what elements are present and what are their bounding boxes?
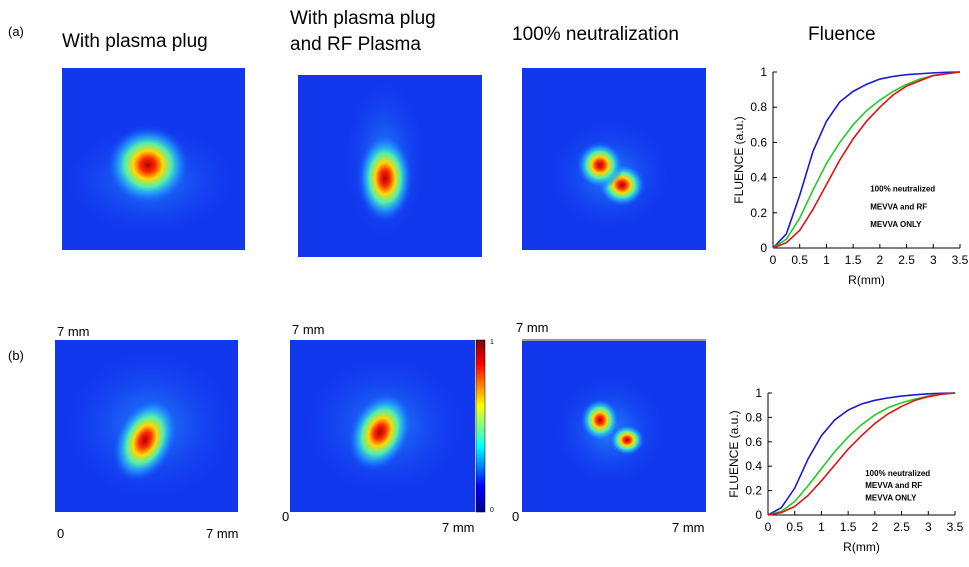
scale-label: 7 mm	[672, 520, 705, 535]
beam-image	[298, 75, 482, 257]
x-tick-label: 2	[872, 520, 879, 534]
x-tick-label: 3	[930, 253, 937, 267]
x-tick-label: 0	[765, 520, 772, 534]
beam-image	[522, 68, 706, 250]
x-tick-label: 1	[823, 253, 830, 267]
x-tick-label: 0.5	[791, 253, 808, 267]
x-tick-label: 1.5	[840, 520, 857, 534]
x-tick-label: 0.5	[786, 520, 803, 534]
column-title: Fluence	[808, 24, 876, 45]
x-tick-label: 3.5	[947, 520, 964, 534]
x-tick-label: 2.5	[898, 253, 915, 267]
series-line	[772, 71, 961, 249]
y-tick-label: 1	[755, 386, 762, 400]
series-line	[772, 71, 961, 249]
y-axis-label: FLUENCE (a.u.)	[732, 116, 746, 203]
x-tick-label: 3	[925, 520, 932, 534]
y-tick-label: 0.4	[745, 459, 762, 473]
y-tick-label: 0.8	[750, 100, 767, 114]
beam-image	[55, 340, 238, 512]
column-title: and RF Plasma	[290, 34, 421, 55]
scale-label: 0	[282, 509, 289, 524]
x-tick-label: 3.5	[952, 253, 969, 267]
x-tick-label: 1	[818, 520, 825, 534]
y-tick-label: 0.2	[745, 484, 762, 498]
y-tick-label: 0.8	[745, 410, 762, 424]
legend-entry: MEVVA and RF	[870, 202, 927, 211]
y-tick-label: 0.2	[750, 206, 767, 220]
y-tick-label: 0	[760, 241, 767, 255]
beam-image	[290, 340, 475, 512]
column-title: With plasma plug	[62, 31, 208, 52]
column-title: 100% neutralization	[512, 24, 679, 45]
y-tick-label: 0.6	[750, 135, 767, 149]
x-tick-label: 1.5	[845, 253, 862, 267]
x-axis-label: R(mm)	[848, 273, 885, 287]
scale-label: 7 mm	[206, 526, 239, 541]
scale-label: 7 mm	[516, 320, 549, 335]
y-tick-label: 1	[760, 65, 767, 79]
y-tick-label: 0	[755, 508, 762, 522]
legend-entry: MEVVA and RF	[865, 481, 922, 490]
colorbar-label: 0	[490, 507, 494, 514]
column-title: With plasma plug	[290, 8, 436, 29]
x-tick-label: 2.5	[893, 520, 910, 534]
y-axis-label: FLUENCE (a.u.)	[727, 410, 741, 497]
beam-image	[522, 339, 706, 512]
scale-label: 7 mm	[292, 322, 325, 337]
series-line	[767, 392, 956, 516]
panel-label: (a)	[8, 24, 24, 39]
beam-image	[62, 68, 245, 250]
series-line	[767, 392, 956, 516]
series-line	[767, 392, 956, 516]
x-tick-label: 0	[770, 253, 777, 267]
legend-entry: MEVVA ONLY	[870, 220, 922, 229]
colorbar	[475, 339, 486, 513]
series-line	[772, 71, 961, 249]
panel-label: (b)	[8, 348, 24, 363]
y-tick-label: 0.4	[750, 171, 767, 185]
x-tick-label: 2	[877, 253, 884, 267]
legend-entry: 100% neutralized	[870, 185, 935, 194]
colorbar-label: 1	[490, 339, 494, 346]
scale-label: 7 mm	[442, 520, 475, 535]
scale-label: 0	[512, 509, 519, 524]
legend-entry: MEVVA ONLY	[865, 493, 917, 502]
scale-label: 7 mm	[57, 324, 90, 339]
scale-label: 0	[57, 526, 64, 541]
y-tick-label: 0.6	[745, 435, 762, 449]
legend-entry: 100% neutralized	[865, 469, 930, 478]
x-axis-label: R(mm)	[843, 540, 880, 554]
